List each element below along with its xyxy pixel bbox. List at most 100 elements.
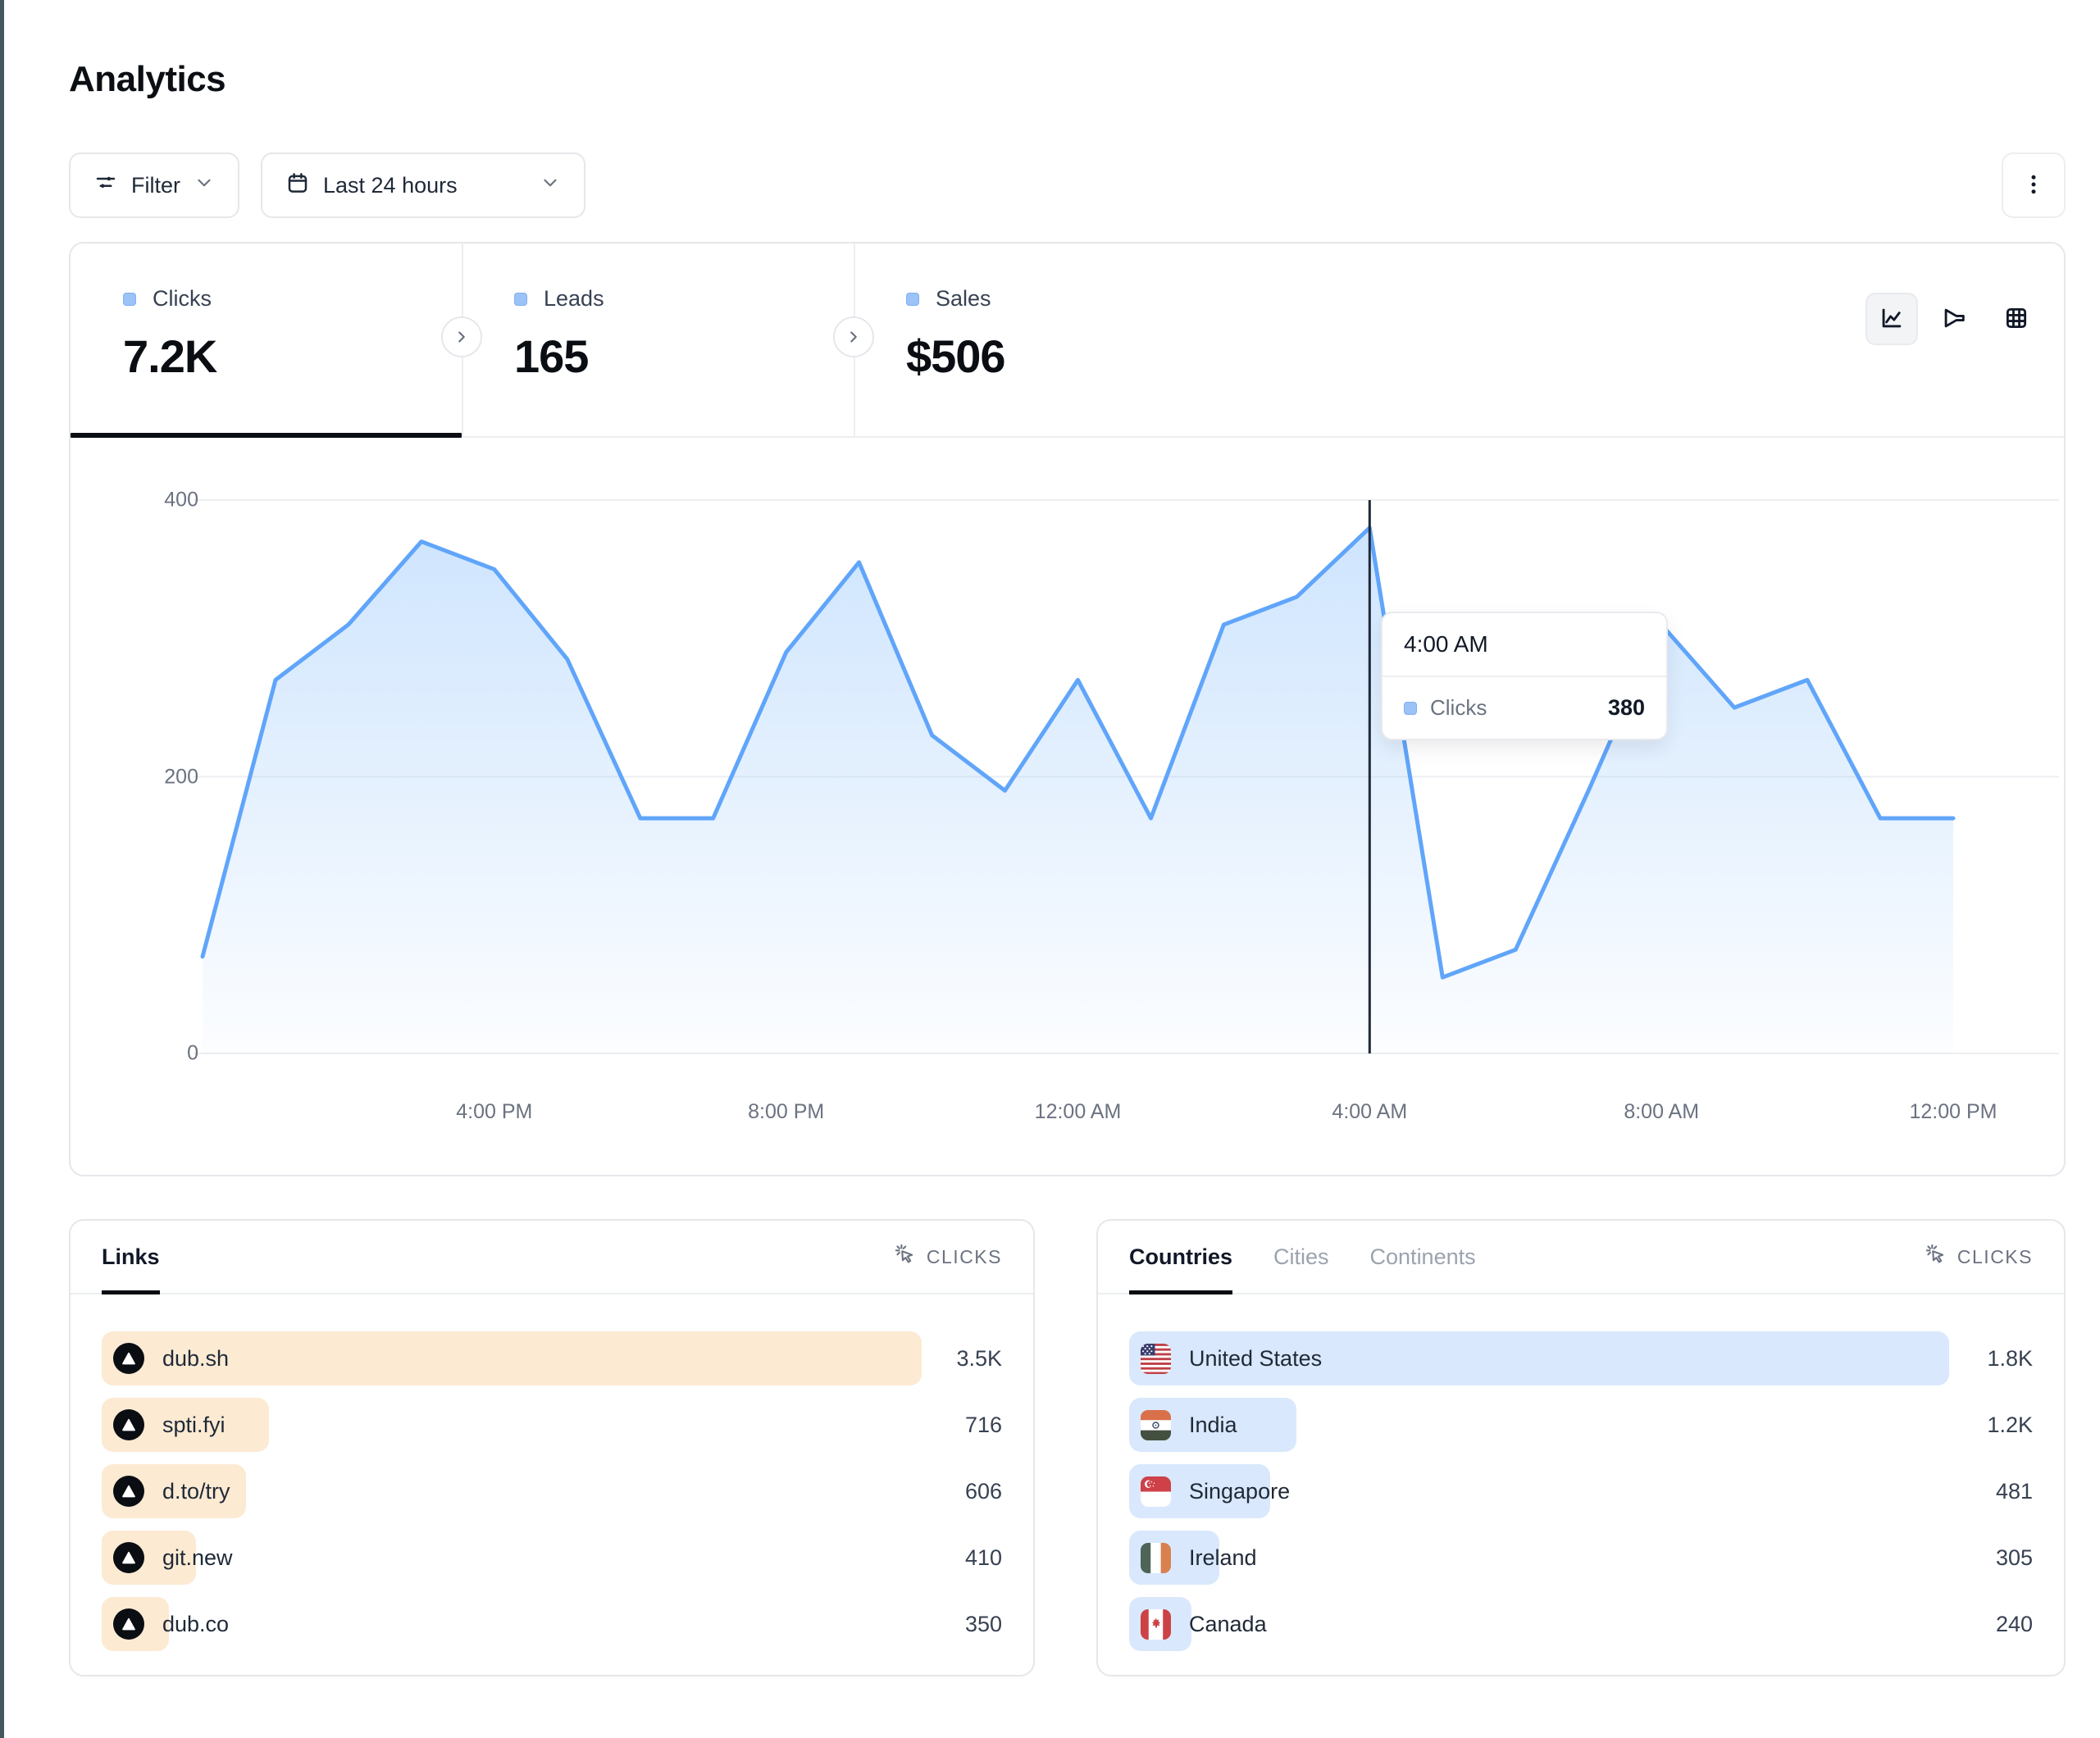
xtick-4am: 4:00 AM <box>1332 1100 1408 1123</box>
country-label: Ireland <box>1189 1545 1257 1570</box>
countries-metric-switch[interactable]: CLICKS <box>1925 1243 2033 1271</box>
dub-logo-icon <box>113 1409 144 1440</box>
country-label: Canada <box>1189 1611 1267 1636</box>
tab-countries-label: Countries <box>1129 1244 1233 1269</box>
links-panel-header: Links CLICKS <box>71 1221 1033 1294</box>
link-value: 410 <box>964 1545 1002 1570</box>
tab-cities[interactable]: Cities <box>1273 1221 1329 1293</box>
funnel-icon <box>1940 304 1968 334</box>
tooltip-time: 4:00 AM <box>1383 613 1666 677</box>
clicks-value: 7.2K <box>123 330 217 382</box>
tab-clicks[interactable]: Clicks 7.2K <box>71 243 462 438</box>
date-range-button[interactable]: Last 24 hours <box>261 152 585 218</box>
link-label: d.to/try <box>162 1478 230 1504</box>
link-label: dub.co <box>162 1611 230 1636</box>
countries-panel-header: Countries Cities Continents CLICKS <box>1098 1221 2064 1294</box>
date-range-label: Last 24 hours <box>323 172 458 198</box>
cursor-click-icon <box>894 1243 917 1271</box>
link-row[interactable]: spti.fyi 716 <box>102 1398 1002 1452</box>
ireland-flag-icon <box>1141 1542 1171 1573</box>
dub-logo-icon <box>113 1476 144 1507</box>
table-view-button[interactable] <box>1990 293 2043 345</box>
tooltip-series-label: Clicks <box>1430 695 1487 720</box>
country-row[interactable]: India 1.2K <box>1129 1398 2033 1452</box>
canada-flag-icon <box>1141 1608 1171 1640</box>
link-label: dub.sh <box>162 1345 230 1371</box>
country-row[interactable]: Ireland 305 <box>1129 1531 2033 1585</box>
link-row[interactable]: dub.sh 3.5K <box>102 1331 1002 1385</box>
active-tab-indicator <box>102 1290 160 1294</box>
country-row[interactable]: Canada 240 <box>1129 1597 2033 1651</box>
tab-continents-label: Continents <box>1369 1244 1476 1269</box>
link-value: 350 <box>964 1611 1002 1636</box>
xtick-12pm: 12:00 PM <box>1909 1100 1998 1123</box>
clicks-area-chart[interactable]: 400 200 0 4:00 PM 8:00 PM 12:00 AM 4:00 … <box>71 438 2064 1175</box>
cursor-click-icon <box>1925 1243 1947 1271</box>
link-row[interactable]: git.new 410 <box>102 1531 1002 1585</box>
line-chart-icon <box>1878 304 1906 334</box>
country-label: Singapore <box>1189 1478 1291 1504</box>
leads-swatch-icon <box>514 292 527 306</box>
area-fill <box>203 527 1953 1053</box>
india-flag-icon <box>1141 1409 1171 1440</box>
links-panel: Links CLICKS dub.sh <box>69 1219 1035 1677</box>
page-title: Analytics <box>69 59 226 99</box>
xtick-8am: 8:00 AM <box>1624 1100 1700 1123</box>
analytics-chart-card: Clicks 7.2K Leads 165 Sales $506 <box>69 242 2066 1176</box>
toolbar: Filter Last 24 hours <box>69 152 585 218</box>
xtick-8pm: 8:00 PM <box>748 1100 825 1123</box>
link-value: 716 <box>964 1412 1002 1437</box>
tab-sales-label: Sales <box>936 286 991 311</box>
tab-clicks-label: Clicks <box>153 286 212 311</box>
link-label: spti.fyi <box>162 1412 225 1437</box>
chart-canvas <box>194 499 2059 1054</box>
filter-button[interactable]: Filter <box>69 152 239 218</box>
links-rows: dub.sh 3.5K spti.fyi 716 d.to/try 606 <box>102 1331 1002 1663</box>
clicks-swatch-icon <box>123 292 136 306</box>
link-row[interactable]: dub.co 350 <box>102 1597 1002 1651</box>
leads-value: 165 <box>514 330 589 382</box>
tooltip-value: 380 <box>1607 695 1645 720</box>
country-value: 481 <box>1995 1478 2033 1504</box>
xtick-4pm: 4:00 PM <box>456 1100 533 1123</box>
country-value: 1.2K <box>1987 1412 2033 1437</box>
tooltip-clicks-swatch-icon <box>1404 701 1417 715</box>
country-value: 305 <box>1995 1545 2033 1570</box>
tab-links[interactable]: Links <box>102 1221 160 1294</box>
kebab-icon <box>2021 172 2046 199</box>
active-tab-indicator <box>1129 1290 1233 1294</box>
link-row[interactable]: d.to/try 606 <box>102 1464 1002 1518</box>
chart-tooltip: 4:00 AM Clicks 380 <box>1381 612 1668 740</box>
us-flag-icon <box>1141 1343 1171 1374</box>
country-row[interactable]: Singapore 481 <box>1129 1464 2033 1518</box>
funnel-view-button[interactable] <box>1928 293 1980 345</box>
links-metric-label: CLICKS <box>926 1245 1002 1267</box>
tab-cities-label: Cities <box>1273 1244 1329 1269</box>
grid-icon <box>2002 304 2030 334</box>
tab-countries[interactable]: Countries <box>1129 1221 1233 1294</box>
tab-continents[interactable]: Continents <box>1370 1221 1476 1293</box>
countries-panel: Countries Cities Continents CLICKS <box>1096 1219 2066 1677</box>
ytick-200: 200 <box>164 765 198 788</box>
countries-rows: United States 1.8K India 1.2K <box>1129 1331 2033 1663</box>
metric-tabs: Clicks 7.2K Leads 165 Sales $506 <box>71 243 2064 438</box>
expand-leads-button[interactable] <box>833 316 874 357</box>
left-edge-accent <box>0 0 4 1738</box>
country-value: 1.8K <box>1987 1345 2033 1371</box>
tab-links-label: Links <box>102 1244 160 1269</box>
expand-clicks-button[interactable] <box>441 316 482 357</box>
sales-value: $506 <box>906 330 1006 382</box>
links-metric-switch[interactable]: CLICKS <box>894 1243 1002 1271</box>
country-row[interactable]: United States 1.8K <box>1129 1331 2033 1385</box>
tab-leads[interactable]: Leads 165 <box>462 243 854 438</box>
tab-sales[interactable]: Sales $506 <box>854 243 1247 438</box>
more-options-button[interactable] <box>2002 152 2066 218</box>
country-bar <box>1129 1331 1949 1385</box>
singapore-flag-icon <box>1141 1476 1171 1507</box>
chart-view-toggles <box>1865 293 2043 345</box>
active-tab-indicator <box>71 433 462 438</box>
line-chart-view-button[interactable] <box>1865 293 1918 345</box>
calendar-icon <box>285 171 310 201</box>
tab-leads-label: Leads <box>544 286 604 311</box>
